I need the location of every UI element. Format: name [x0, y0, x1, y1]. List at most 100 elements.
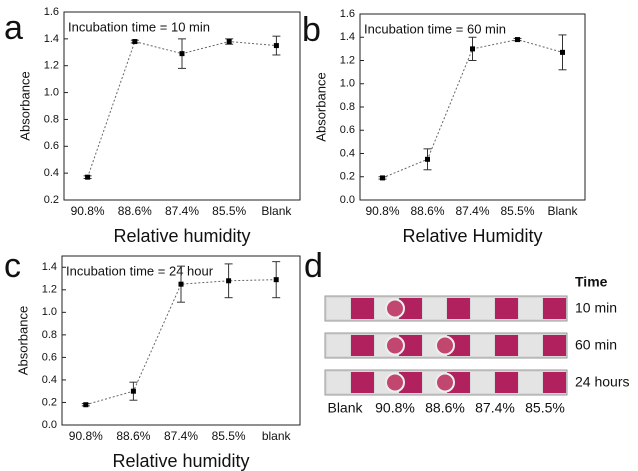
y-tick-label: 1.0	[44, 86, 59, 98]
data-point	[83, 402, 89, 408]
x-tick-label: 90.8%	[71, 204, 105, 218]
x-tick-label: 85.5%	[212, 429, 246, 443]
spot	[385, 372, 405, 393]
data-point	[179, 51, 185, 57]
y-tick-label: 1.2	[44, 60, 59, 72]
strip-pad	[543, 298, 566, 319]
x-tick-label: 87.4%	[165, 204, 199, 218]
spot	[435, 335, 455, 356]
column-header: Time	[575, 274, 608, 290]
data-point	[425, 156, 430, 162]
y-axis-label: Absorbance	[15, 306, 30, 375]
x-axis-label: Relative Humidity	[402, 226, 542, 246]
column-label: 85.5%	[525, 400, 565, 416]
strip-pad	[351, 298, 374, 319]
y-tick-label: 0.2	[42, 396, 57, 408]
chart-title: Incubation time = 60 min	[364, 21, 506, 36]
x-tick-label: 85.5%	[212, 204, 246, 218]
y-axis-label: Absorbance	[313, 72, 328, 141]
y-tick-label: 0.0	[42, 419, 57, 431]
data-point	[226, 39, 232, 45]
data-point	[560, 49, 565, 55]
y-tick-label: 1.4	[340, 31, 355, 43]
x-axis-label: Relative humidity	[112, 451, 249, 471]
y-tick-label: 1.4	[44, 33, 59, 45]
data-point	[273, 43, 279, 49]
y-axis-label: Absorbance	[17, 71, 32, 140]
data-point	[380, 175, 385, 181]
x-tick-label: 90.8%	[69, 429, 103, 443]
y-tick-label: 0.8	[340, 101, 355, 113]
data-point	[470, 46, 475, 52]
x-tick-label: 87.4%	[164, 429, 198, 443]
strip-pad	[351, 372, 374, 393]
column-label: 90.8%	[375, 400, 415, 416]
strip-pad	[399, 298, 422, 319]
strip-pad	[519, 335, 542, 356]
strip-pad	[495, 335, 518, 356]
strip-pad	[399, 372, 422, 393]
chart-title: Incubation time = 10 min	[68, 19, 210, 34]
panel-label: d	[304, 247, 323, 285]
strip-pad	[447, 298, 470, 319]
panel-label: b	[302, 11, 321, 49]
y-tick-label: 0.2	[340, 171, 355, 183]
row-label: 10 min	[575, 300, 617, 316]
row-label: 60 min	[575, 337, 617, 353]
data-point	[273, 277, 279, 283]
strip-pad	[399, 335, 422, 356]
y-tick-label: 0.4	[340, 147, 355, 159]
plot-frame	[63, 11, 301, 201]
strip-pad	[543, 335, 566, 356]
y-tick-label: 0.0	[340, 194, 355, 206]
data-line	[382, 39, 563, 179]
column-label: Blank	[327, 400, 363, 416]
strip-pad	[327, 298, 350, 319]
data-point	[85, 174, 91, 180]
strip-pad	[351, 335, 374, 356]
strip-pad	[471, 335, 494, 356]
y-tick-label: 1.2	[42, 284, 57, 296]
strip-pad	[543, 372, 566, 393]
y-tick-label: 1.0	[42, 306, 57, 318]
y-tick-label: 0.6	[44, 140, 59, 152]
row-label: 24 hours	[575, 374, 629, 390]
data-line	[85, 279, 277, 406]
y-tick-label: 0.8	[44, 113, 59, 125]
x-tick-label: blank	[262, 429, 292, 443]
y-tick-label: 0.8	[42, 329, 57, 341]
strip-pad	[495, 372, 518, 393]
y-tick-label: 0.2	[44, 194, 59, 206]
spot	[385, 335, 405, 356]
data-point	[132, 39, 138, 45]
y-tick-label: 1.2	[340, 54, 355, 66]
x-tick-label: 85.5%	[500, 204, 534, 218]
column-label: 87.4%	[475, 400, 515, 416]
x-tick-label: 90.8%	[365, 204, 399, 218]
y-tick-label: 0.6	[340, 124, 355, 136]
y-tick-label: 0.6	[42, 351, 57, 363]
strip-pad	[327, 335, 350, 356]
chart-title: Incubation time = 24 hour	[66, 263, 214, 278]
plot-frame	[61, 255, 301, 426]
x-tick-label: 88.6%	[116, 429, 150, 443]
data-point	[178, 281, 184, 287]
x-tick-label: Blank	[547, 204, 578, 218]
panel-label: c	[4, 247, 21, 285]
strip-pad	[471, 372, 494, 393]
y-tick-label: 0.4	[44, 167, 59, 179]
x-tick-label: Blank	[261, 204, 292, 218]
y-tick-label: 0.4	[42, 374, 57, 386]
data-point	[226, 278, 232, 284]
column-label: 88.6%	[425, 400, 465, 416]
spot	[385, 298, 405, 319]
strip-pad	[495, 298, 518, 319]
strip-pad	[471, 298, 494, 319]
data-point	[515, 37, 520, 43]
y-tick-label: 1.6	[44, 6, 59, 18]
x-axis-label: Relative humidity	[113, 226, 250, 246]
spot	[435, 372, 455, 393]
panel-label: a	[4, 9, 23, 47]
strip-pad	[519, 372, 542, 393]
